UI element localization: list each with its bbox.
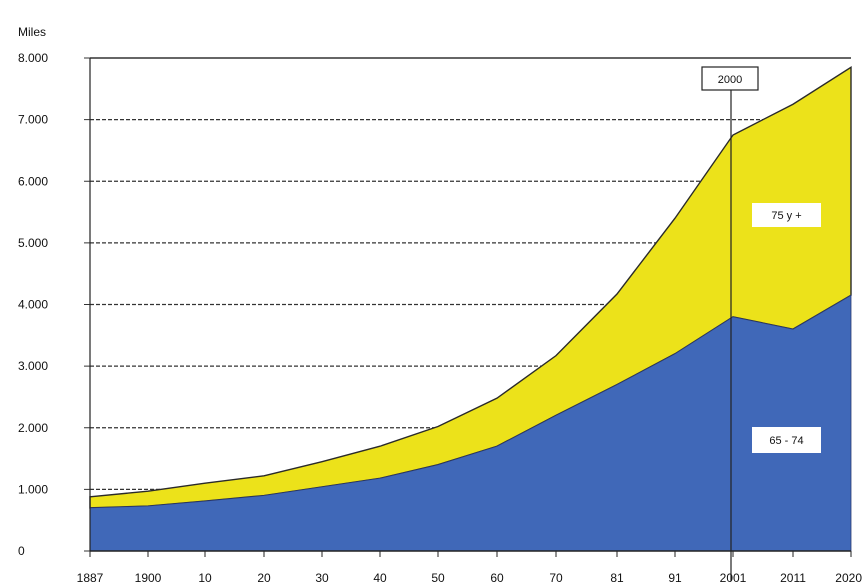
y-tick-label: 4.000 xyxy=(18,298,48,312)
area-65-74 xyxy=(89,294,852,552)
stacked-areas xyxy=(89,65,852,552)
x-tick-label: 2001 xyxy=(720,571,747,585)
y-tick-label: 3.000 xyxy=(18,359,48,373)
y-tick-label: 5.000 xyxy=(18,236,48,250)
y-tick-label: 7.000 xyxy=(18,113,48,127)
y-axis-label: Miles xyxy=(18,25,46,39)
y-tick-label: 2.000 xyxy=(18,421,48,435)
annotation-box-2000 xyxy=(701,66,759,91)
x-tick-label: 2020 xyxy=(835,571,862,585)
y-tick-label: 1.000 xyxy=(18,482,48,496)
y-tick-label: 8.000 xyxy=(18,51,48,65)
x-tick-label: 1900 xyxy=(135,571,162,585)
x-tick-label: 40 xyxy=(373,571,387,585)
x-tick-label: 60 xyxy=(490,571,504,585)
x-tick-label: 10 xyxy=(198,571,212,585)
x-tick-label: 81 xyxy=(610,571,624,585)
y-tick-label: 6.000 xyxy=(18,174,48,188)
x-tick-label: 50 xyxy=(431,571,445,585)
x-tick-label: 1887 xyxy=(77,571,104,585)
series-label-65-74: 65 - 74 xyxy=(769,435,803,447)
annotation-label-2000: 2000 xyxy=(718,74,742,86)
y-tick-label: 0 xyxy=(18,544,25,558)
series-label-75-plus: 75 y + xyxy=(771,210,801,222)
series-label-65-74-box xyxy=(752,427,821,453)
x-tick-label: 2011 xyxy=(780,571,806,585)
axes: 0 1.000 2.000 3.000 4.000 5.000 6.000 7.000 8.00… xyxy=(18,51,862,585)
annotations: 2000 75 y + 65 - 74 xyxy=(701,66,821,581)
x-tick-label: 91 xyxy=(668,571,682,585)
x-tick-label: 20 xyxy=(257,571,271,585)
x-tick-label: 30 xyxy=(315,571,329,585)
x-tick-label: 70 xyxy=(549,571,563,585)
series-label-75-plus-box xyxy=(752,203,821,227)
